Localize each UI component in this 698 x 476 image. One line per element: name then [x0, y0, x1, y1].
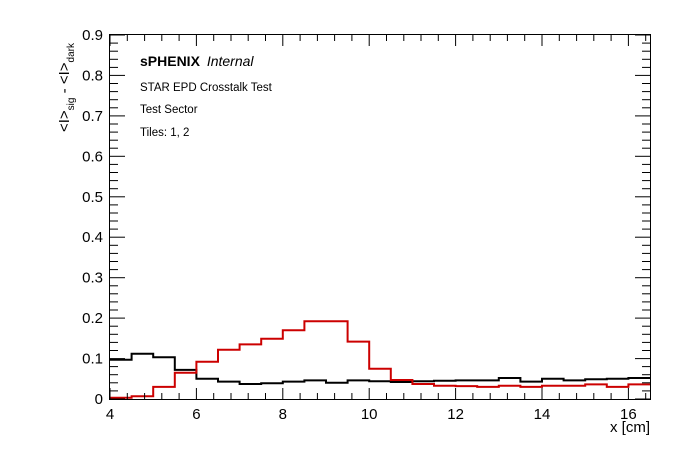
- brand-status: Internal: [207, 53, 255, 69]
- y-tick-label: 0.1: [82, 351, 103, 368]
- x-tick-label: 16: [620, 406, 637, 423]
- y-tick-label: 0.5: [82, 189, 103, 206]
- annotation-line-3: Tiles: 1, 2: [140, 127, 189, 139]
- y-tick-label: 0.6: [82, 148, 103, 165]
- y-axis-title: <I>sig - <I>dark: [56, 42, 77, 132]
- series-2-line: [110, 320, 650, 399]
- y-tick-label: 0.3: [82, 270, 103, 287]
- annotation-line-1: STAR EPD Crosstalk Test: [140, 82, 273, 94]
- x-tick-label: 8: [279, 406, 287, 423]
- plot-area: [110, 320, 650, 399]
- y-tick-label: 0.9: [82, 27, 103, 44]
- x-tick-label: 14: [534, 406, 551, 423]
- y-tick-label: 0: [95, 391, 103, 408]
- x-axis-title: x [cm]: [610, 419, 650, 436]
- x-tick-label: 6: [192, 406, 200, 423]
- plot-frame: [109, 34, 651, 400]
- annotation-block: sPHENIX Internal STAR EPD Crosstalk Test…: [140, 53, 273, 139]
- axis-ticks: 4 6 8 10 12 14 16 0 0.1 0.2 0.3 0.4 0.5 0.6 0.7 0.8 0.9: [82, 27, 650, 423]
- series-1-line: [110, 352, 650, 385]
- y-tick-label: 0.4: [82, 229, 103, 246]
- x-tick-label: 10: [361, 406, 378, 423]
- y-tick-label: 0.8: [82, 67, 103, 84]
- x-tick-label: 12: [447, 406, 464, 423]
- svg-text:sPHENIX Internal: sPHENIX Internal: [140, 53, 254, 69]
- brand-label: sPHENIX: [140, 53, 201, 69]
- y-tick-label: 0.2: [82, 310, 103, 327]
- x-tick-label: 4: [106, 406, 114, 423]
- annotation-line-2: Test Sector: [140, 104, 198, 116]
- y-tick-label: 0.7: [82, 108, 103, 125]
